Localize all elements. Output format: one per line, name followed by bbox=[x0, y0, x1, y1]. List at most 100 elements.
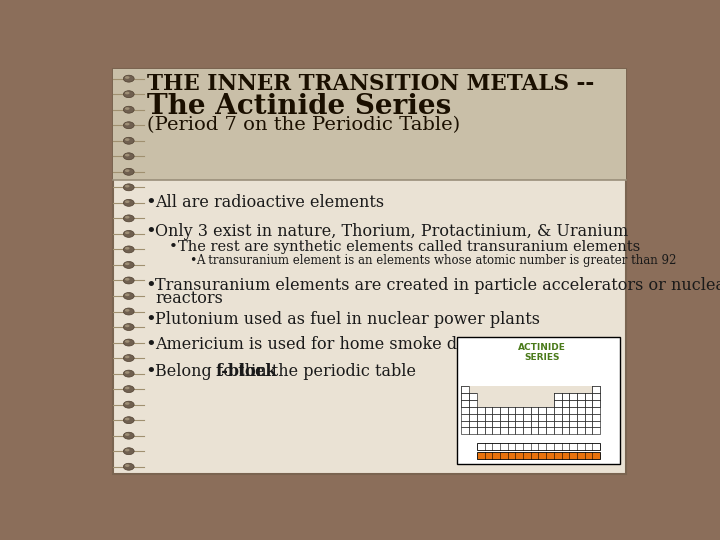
Text: Transuranium elements are created in particle accelerators or nuclear: Transuranium elements are created in par… bbox=[155, 278, 720, 294]
Bar bbox=[462, 414, 469, 421]
Ellipse shape bbox=[125, 92, 130, 94]
Bar bbox=[593, 393, 600, 400]
Bar bbox=[593, 386, 600, 393]
Bar bbox=[462, 428, 469, 434]
Ellipse shape bbox=[125, 325, 130, 327]
Bar bbox=[485, 407, 492, 414]
Bar bbox=[593, 400, 600, 407]
Text: in the periodic table: in the periodic table bbox=[246, 363, 416, 380]
Ellipse shape bbox=[125, 76, 130, 79]
Ellipse shape bbox=[125, 278, 130, 281]
Bar bbox=[523, 386, 531, 393]
Bar bbox=[539, 421, 546, 428]
Bar bbox=[477, 414, 485, 421]
Bar bbox=[546, 414, 554, 421]
Ellipse shape bbox=[123, 417, 134, 424]
Bar bbox=[500, 400, 508, 407]
Bar bbox=[570, 400, 577, 407]
Text: A transuranium element is an elements whose atomic number is greater than 92: A transuranium element is an elements wh… bbox=[197, 254, 677, 267]
Bar bbox=[508, 428, 516, 434]
Bar bbox=[570, 414, 577, 421]
Bar bbox=[593, 428, 600, 434]
Ellipse shape bbox=[123, 339, 134, 346]
Bar bbox=[523, 414, 531, 421]
Bar bbox=[554, 386, 562, 393]
Text: The rest are synthetic elements called transuranium elements: The rest are synthetic elements called t… bbox=[178, 240, 640, 254]
Bar bbox=[585, 428, 593, 434]
Bar bbox=[539, 414, 546, 421]
Bar bbox=[469, 386, 593, 393]
Bar bbox=[546, 407, 554, 414]
Bar bbox=[554, 407, 562, 414]
Ellipse shape bbox=[125, 293, 130, 296]
Ellipse shape bbox=[123, 293, 134, 300]
Text: Belong to the: Belong to the bbox=[155, 363, 269, 380]
Bar bbox=[577, 428, 585, 434]
Bar bbox=[492, 407, 500, 414]
Bar bbox=[516, 386, 523, 393]
Bar bbox=[570, 407, 577, 414]
Ellipse shape bbox=[125, 433, 130, 436]
Bar bbox=[113, 70, 626, 180]
Ellipse shape bbox=[125, 449, 130, 451]
Bar bbox=[477, 407, 485, 414]
Text: •: • bbox=[145, 194, 156, 212]
Ellipse shape bbox=[125, 170, 130, 172]
Bar bbox=[492, 428, 500, 434]
Bar bbox=[462, 393, 469, 400]
Ellipse shape bbox=[125, 262, 130, 265]
Bar bbox=[462, 407, 469, 414]
Text: The Actinide Series: The Actinide Series bbox=[148, 92, 451, 119]
Bar bbox=[531, 428, 539, 434]
Bar bbox=[516, 407, 523, 414]
Bar bbox=[570, 400, 577, 407]
Ellipse shape bbox=[125, 107, 130, 110]
Bar bbox=[477, 386, 485, 393]
Ellipse shape bbox=[123, 153, 134, 160]
Bar bbox=[546, 421, 554, 428]
Bar bbox=[585, 407, 593, 414]
Bar bbox=[516, 400, 523, 407]
Ellipse shape bbox=[123, 432, 134, 439]
Bar bbox=[585, 393, 593, 400]
Bar bbox=[462, 400, 469, 407]
Bar bbox=[585, 393, 593, 400]
Bar bbox=[539, 428, 546, 434]
Bar bbox=[516, 414, 523, 421]
Bar bbox=[516, 421, 523, 428]
Ellipse shape bbox=[123, 106, 134, 113]
Bar bbox=[577, 414, 585, 421]
Bar bbox=[523, 428, 531, 434]
Bar bbox=[462, 386, 469, 393]
Bar bbox=[554, 400, 562, 407]
Bar bbox=[469, 407, 477, 414]
Text: f-block: f-block bbox=[215, 363, 276, 380]
Bar bbox=[500, 407, 508, 414]
Bar bbox=[462, 393, 469, 400]
Ellipse shape bbox=[123, 448, 134, 455]
Bar bbox=[562, 393, 570, 400]
Ellipse shape bbox=[125, 309, 130, 312]
Bar bbox=[577, 393, 585, 400]
Bar bbox=[523, 400, 531, 407]
Bar bbox=[500, 421, 508, 428]
Bar bbox=[531, 386, 539, 393]
Bar bbox=[523, 393, 531, 400]
Bar bbox=[546, 393, 554, 400]
Text: THE INNER TRANSITION METALS --: THE INNER TRANSITION METALS -- bbox=[148, 72, 595, 94]
Bar bbox=[469, 428, 477, 434]
Bar bbox=[500, 386, 508, 393]
Text: •: • bbox=[145, 222, 156, 241]
Bar bbox=[593, 400, 600, 407]
Text: Only 3 exist in nature, Thorium, Protactinium, & Uranium: Only 3 exist in nature, Thorium, Protact… bbox=[155, 222, 628, 240]
Bar bbox=[508, 414, 516, 421]
Bar bbox=[577, 386, 585, 393]
Bar bbox=[456, 336, 620, 464]
Bar bbox=[500, 414, 508, 421]
Bar bbox=[462, 386, 469, 393]
Bar bbox=[562, 428, 570, 434]
Bar bbox=[477, 393, 485, 400]
Ellipse shape bbox=[125, 200, 130, 203]
Ellipse shape bbox=[125, 340, 130, 343]
Bar bbox=[477, 443, 600, 450]
